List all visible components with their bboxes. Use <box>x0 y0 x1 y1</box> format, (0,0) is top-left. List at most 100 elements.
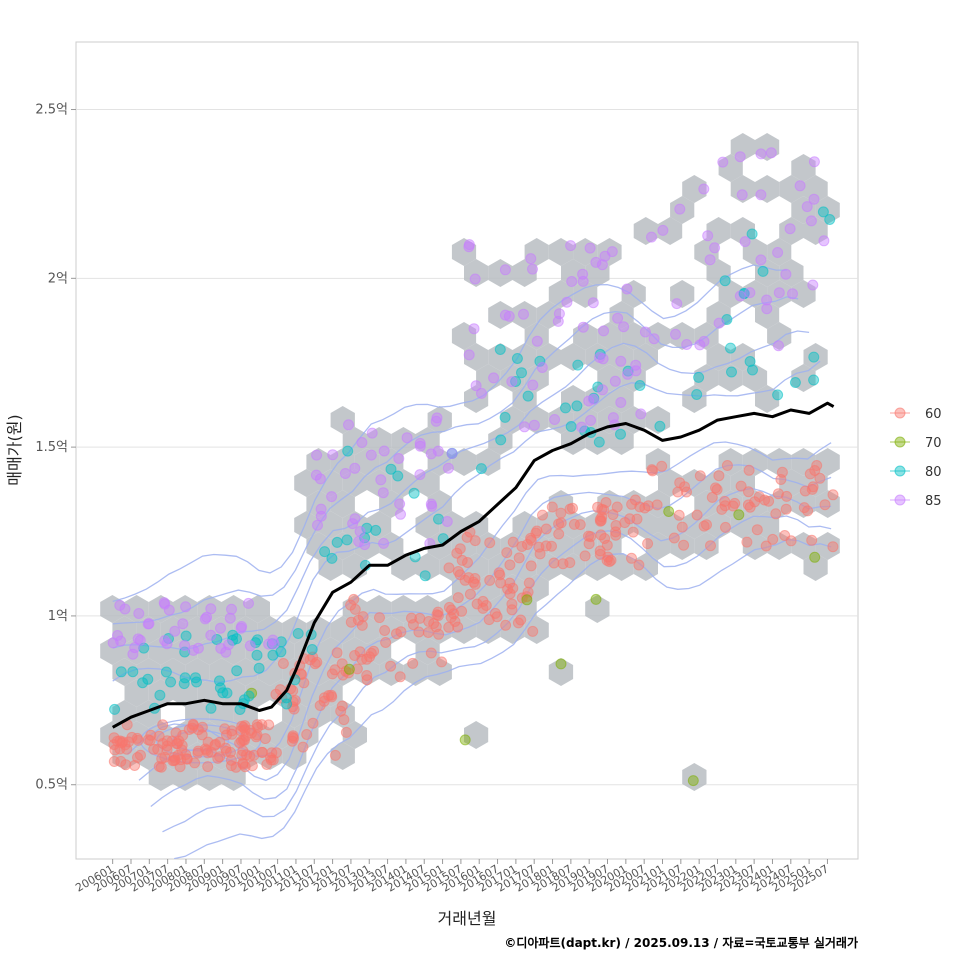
data-point-80 <box>137 677 149 689</box>
data-point-80 <box>560 402 571 414</box>
data-point-60 <box>365 647 377 659</box>
data-point-60 <box>601 539 613 551</box>
data-point-80 <box>495 434 507 446</box>
data-point-85 <box>621 283 633 295</box>
data-point-85 <box>702 230 714 242</box>
data-point-85 <box>401 432 413 444</box>
hexbin-cell <box>354 616 380 644</box>
hexbin-cell <box>658 217 683 245</box>
data-point-80 <box>691 389 703 400</box>
data-point-85 <box>158 597 170 609</box>
data-point-80 <box>342 445 354 457</box>
data-point-60 <box>668 532 680 544</box>
data-point-60 <box>534 548 546 560</box>
data-point-60 <box>239 724 251 736</box>
data-point-85 <box>359 539 371 551</box>
data-point-60 <box>354 646 366 658</box>
data-point-60 <box>564 557 576 569</box>
data-point-85 <box>187 644 199 656</box>
legend-key-dot <box>894 436 906 448</box>
hexbin-cell <box>209 658 234 686</box>
data-point-60 <box>631 513 643 525</box>
data-point-60 <box>513 552 525 564</box>
data-point-80 <box>615 428 626 440</box>
legend: 60 70 80 85 <box>890 407 942 509</box>
data-point-85 <box>755 254 767 266</box>
data-point-60 <box>463 572 475 584</box>
hexbin-cell <box>682 175 707 203</box>
data-point-60 <box>456 554 468 566</box>
hexbin-cell <box>294 511 319 539</box>
hexbin-cell <box>633 511 658 539</box>
data-point-60 <box>379 625 391 636</box>
hexbin-cell <box>476 448 501 476</box>
data-point-85 <box>518 308 529 320</box>
data-point-85 <box>607 412 619 424</box>
data-point-85 <box>565 240 577 252</box>
data-point-60 <box>250 731 262 743</box>
hexbin-cell <box>439 553 464 581</box>
data-point-80 <box>154 689 166 701</box>
data-point-85 <box>327 449 339 461</box>
data-point-80 <box>385 463 397 475</box>
hexbin-cell <box>609 343 634 371</box>
data-point-80 <box>190 672 201 684</box>
data-point-60 <box>611 501 623 513</box>
data-point-85 <box>527 263 538 275</box>
legend-item-70: 70 <box>890 436 942 451</box>
data-point-85 <box>442 462 454 474</box>
data-point-60 <box>713 470 725 482</box>
hexbin-cell <box>257 616 283 644</box>
data-point-85 <box>244 640 256 652</box>
data-point-85 <box>375 474 387 486</box>
data-point-80 <box>789 377 801 388</box>
data-point-85 <box>630 359 642 371</box>
data-point-85 <box>694 339 706 351</box>
data-point-80 <box>772 389 784 401</box>
hexbin-cell <box>779 259 804 287</box>
data-point-80 <box>725 342 736 354</box>
data-point-85 <box>414 440 426 452</box>
hexbin-cell <box>367 511 392 539</box>
legend-label: 85 <box>925 494 942 509</box>
data-point-70 <box>521 594 533 606</box>
data-point-85 <box>129 642 141 654</box>
data-point-60 <box>214 751 226 763</box>
data-point-60 <box>494 569 506 581</box>
data-point-85 <box>263 638 275 650</box>
hexbin-cell <box>245 595 270 623</box>
hexbin-cell <box>391 469 416 497</box>
data-point-80 <box>180 630 192 642</box>
data-point-70 <box>809 551 821 563</box>
data-point-85 <box>326 491 338 503</box>
data-point-85 <box>159 635 171 647</box>
legend-item-85: 85 <box>890 494 942 509</box>
data-point-60 <box>219 723 231 735</box>
data-point-80 <box>824 214 836 225</box>
hexbin-cell <box>148 637 173 665</box>
y-tick-label: 1억 <box>48 609 68 624</box>
data-point-60 <box>674 477 686 489</box>
hexbin-cell <box>585 385 610 413</box>
data-point-60 <box>135 749 146 761</box>
data-point-60 <box>484 574 496 586</box>
data-point-60 <box>555 507 567 519</box>
hexbin-cell <box>342 427 367 455</box>
legend-key-dot <box>894 465 906 477</box>
data-point-60 <box>449 616 461 627</box>
x-axis-title: 거래년월 <box>438 909 497 928</box>
data-point-80 <box>634 380 646 391</box>
contour-line <box>112 296 799 625</box>
hexbin-cell <box>173 595 198 623</box>
data-point-80 <box>267 649 279 661</box>
data-point-60 <box>540 540 552 552</box>
data-point-60 <box>504 559 516 571</box>
data-point-60 <box>454 543 466 555</box>
data-point-85 <box>476 387 487 399</box>
data-point-85 <box>808 156 820 168</box>
hexbin-cell <box>318 511 343 539</box>
legend-item-60: 60 <box>890 407 942 422</box>
contour-line <box>162 515 832 833</box>
hexbin-cell <box>767 448 792 476</box>
data-point-85 <box>414 437 426 449</box>
